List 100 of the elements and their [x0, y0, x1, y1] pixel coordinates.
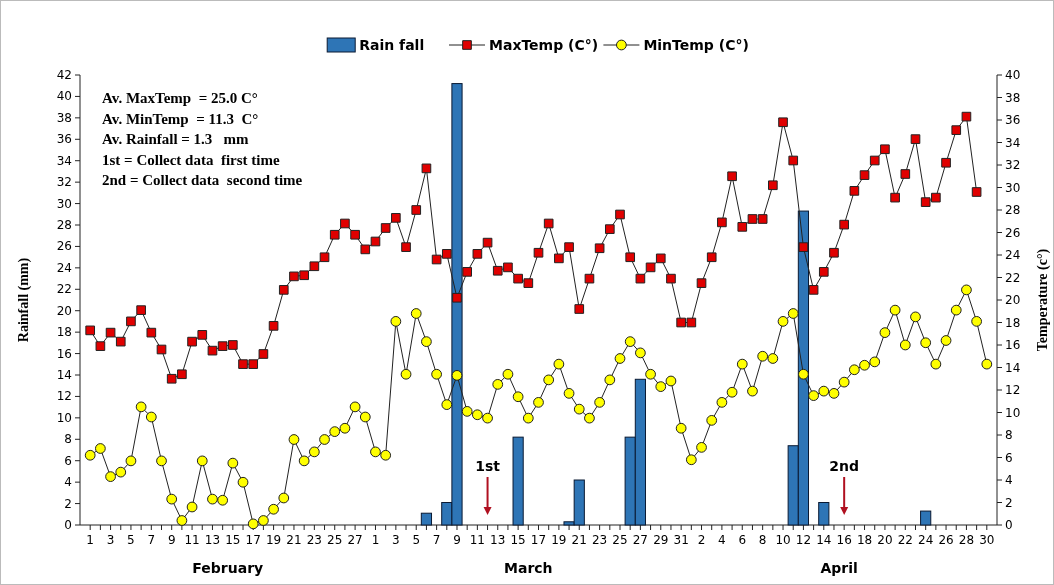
- x-tick-label: 3: [106, 533, 115, 547]
- y-tick-label: 40: [56, 89, 72, 104]
- x-tick-label: 9: [167, 533, 176, 547]
- x-tick-label: 23: [306, 533, 322, 547]
- y-tick-label: 32: [56, 175, 72, 190]
- annotation: Av. MinTemp = 11.3 C°: [102, 110, 259, 127]
- y2-axis-title: Temperature (c°): [1035, 248, 1051, 352]
- y2-tick-label: 28: [1005, 203, 1021, 217]
- ref-line-label: 2nd: [829, 458, 860, 474]
- x-tick-label: 19: [551, 533, 567, 547]
- y2-tick-label: 40: [1005, 68, 1021, 82]
- y-tick-label: 6: [64, 453, 72, 468]
- x-tick-label: 16: [836, 533, 852, 547]
- x-tick-label: 6: [738, 533, 747, 547]
- y2-tick-label: 22: [1005, 270, 1021, 285]
- x-tick-label: 25: [327, 533, 343, 547]
- x-tick-label: 4: [718, 533, 726, 547]
- y2-tick-label: 10: [1005, 405, 1021, 420]
- x-tick-label: 3: [392, 533, 400, 547]
- y-tick-label: 16: [56, 346, 72, 361]
- x-tick-label: 24: [918, 533, 934, 547]
- x-tick-label: 5: [127, 533, 135, 547]
- y2-tick-label: 8: [1005, 428, 1013, 442]
- x-tick-label: 31: [673, 533, 689, 547]
- y-tick-label: 36: [56, 132, 72, 147]
- ref-line-label: 1st: [475, 458, 501, 474]
- y2-tick-label: 6: [1005, 450, 1013, 465]
- y-tick-label: 14: [56, 368, 72, 382]
- y2-tick-label: 30: [1005, 180, 1021, 195]
- y2-tick-label: 16: [1005, 338, 1021, 352]
- x-tick-label: 29: [653, 533, 669, 547]
- y-tick-label: 8: [64, 432, 72, 447]
- y-tick-label: 34: [56, 153, 72, 168]
- x-tick-label: 11: [469, 533, 486, 547]
- y-tick-label: 4: [64, 475, 72, 490]
- y2-tick-label: 38: [1005, 90, 1021, 105]
- y2-tick-label: 12: [1005, 383, 1021, 397]
- legend-label: MinTemp (C°): [643, 37, 749, 53]
- x-tick-label: 23: [591, 533, 608, 547]
- y2-tick-label: 34: [1005, 135, 1021, 150]
- x-tick-label: 11: [184, 533, 200, 547]
- y2-tick-label: 0: [1005, 518, 1013, 532]
- x-tick-label: 13: [490, 533, 506, 547]
- y-tick-label: 2: [64, 496, 72, 511]
- x-tick-label: 15: [225, 533, 241, 547]
- annotation: 2nd = Collect data second time: [102, 172, 303, 188]
- x-tick-label: 25: [612, 533, 628, 547]
- y-tick-label: 20: [56, 303, 72, 318]
- x-tick-label: 19: [265, 533, 282, 547]
- y2-tick-label: 24: [1005, 248, 1021, 262]
- y-tick-label: 38: [56, 110, 72, 125]
- x-tick-label: 21: [286, 533, 302, 547]
- x-tick-label: 27: [347, 533, 363, 547]
- x-tick-label: 21: [571, 533, 587, 547]
- y-tick-label: 28: [56, 218, 72, 232]
- x-tick-label: 7: [432, 533, 441, 547]
- y-tick-label: 22: [56, 282, 72, 297]
- x-tick-label: 10: [775, 533, 791, 547]
- y2-tick-label: 26: [1005, 225, 1021, 240]
- x-tick-label: 17: [530, 533, 547, 547]
- y-tick-label: 42: [56, 68, 72, 82]
- annotation: 1st = Collect data first time: [102, 151, 281, 168]
- x-tick-label: 30: [979, 533, 995, 547]
- x-tick-label: 13: [204, 533, 221, 547]
- legend-label: Rain fall: [359, 37, 425, 53]
- x-tick-label: 9: [453, 533, 461, 547]
- x-tick-label: 27: [632, 533, 649, 547]
- y2-tick-label: 20: [1005, 293, 1021, 307]
- x-tick-label: 26: [938, 533, 954, 547]
- x-tick-label: 17: [245, 533, 261, 547]
- x-tick-label: 20: [877, 533, 893, 547]
- x-tick-label: 22: [897, 533, 913, 547]
- text: March: [504, 560, 553, 576]
- y2-tick-label: 14: [1005, 360, 1021, 375]
- y-tick-label: 24: [56, 260, 72, 275]
- annotation: Av. Rainfall = 1.3 mm: [102, 131, 250, 147]
- annotation: Av. MaxTemp = 25.0 C°: [102, 90, 258, 106]
- y-axis-title: Rainfall (mm): [16, 257, 32, 343]
- y2-tick-label: 4: [1005, 473, 1013, 487]
- x-tick-label: 1: [371, 533, 380, 547]
- y-tick-label: 26: [56, 239, 72, 254]
- x-tick-label: 8: [758, 533, 767, 547]
- x-tick-label: 15: [510, 533, 526, 547]
- x-tick-label: 2: [697, 533, 706, 547]
- y2-tick-label: 36: [1005, 113, 1021, 127]
- y2-tick-label: 2: [1005, 495, 1013, 510]
- y-tick-label: 30: [56, 196, 72, 211]
- y2-tick-label: 32: [1005, 158, 1021, 172]
- legend-label: MaxTemp (C°): [489, 37, 599, 53]
- y-tick-label: 12: [56, 389, 72, 404]
- x-tick-label: 12: [795, 533, 812, 547]
- x-tick-label: 14: [816, 533, 832, 547]
- y2-tick-label: 18: [1005, 315, 1021, 330]
- y-tick-label: 10: [56, 410, 72, 425]
- x-tick-label: 28: [958, 533, 975, 547]
- x-tick-label: 1: [86, 533, 95, 547]
- y-tick-label: 18: [56, 325, 72, 340]
- x-tick-label: 5: [412, 533, 421, 547]
- text: April: [820, 560, 858, 576]
- x-tick-label: 7: [147, 533, 156, 547]
